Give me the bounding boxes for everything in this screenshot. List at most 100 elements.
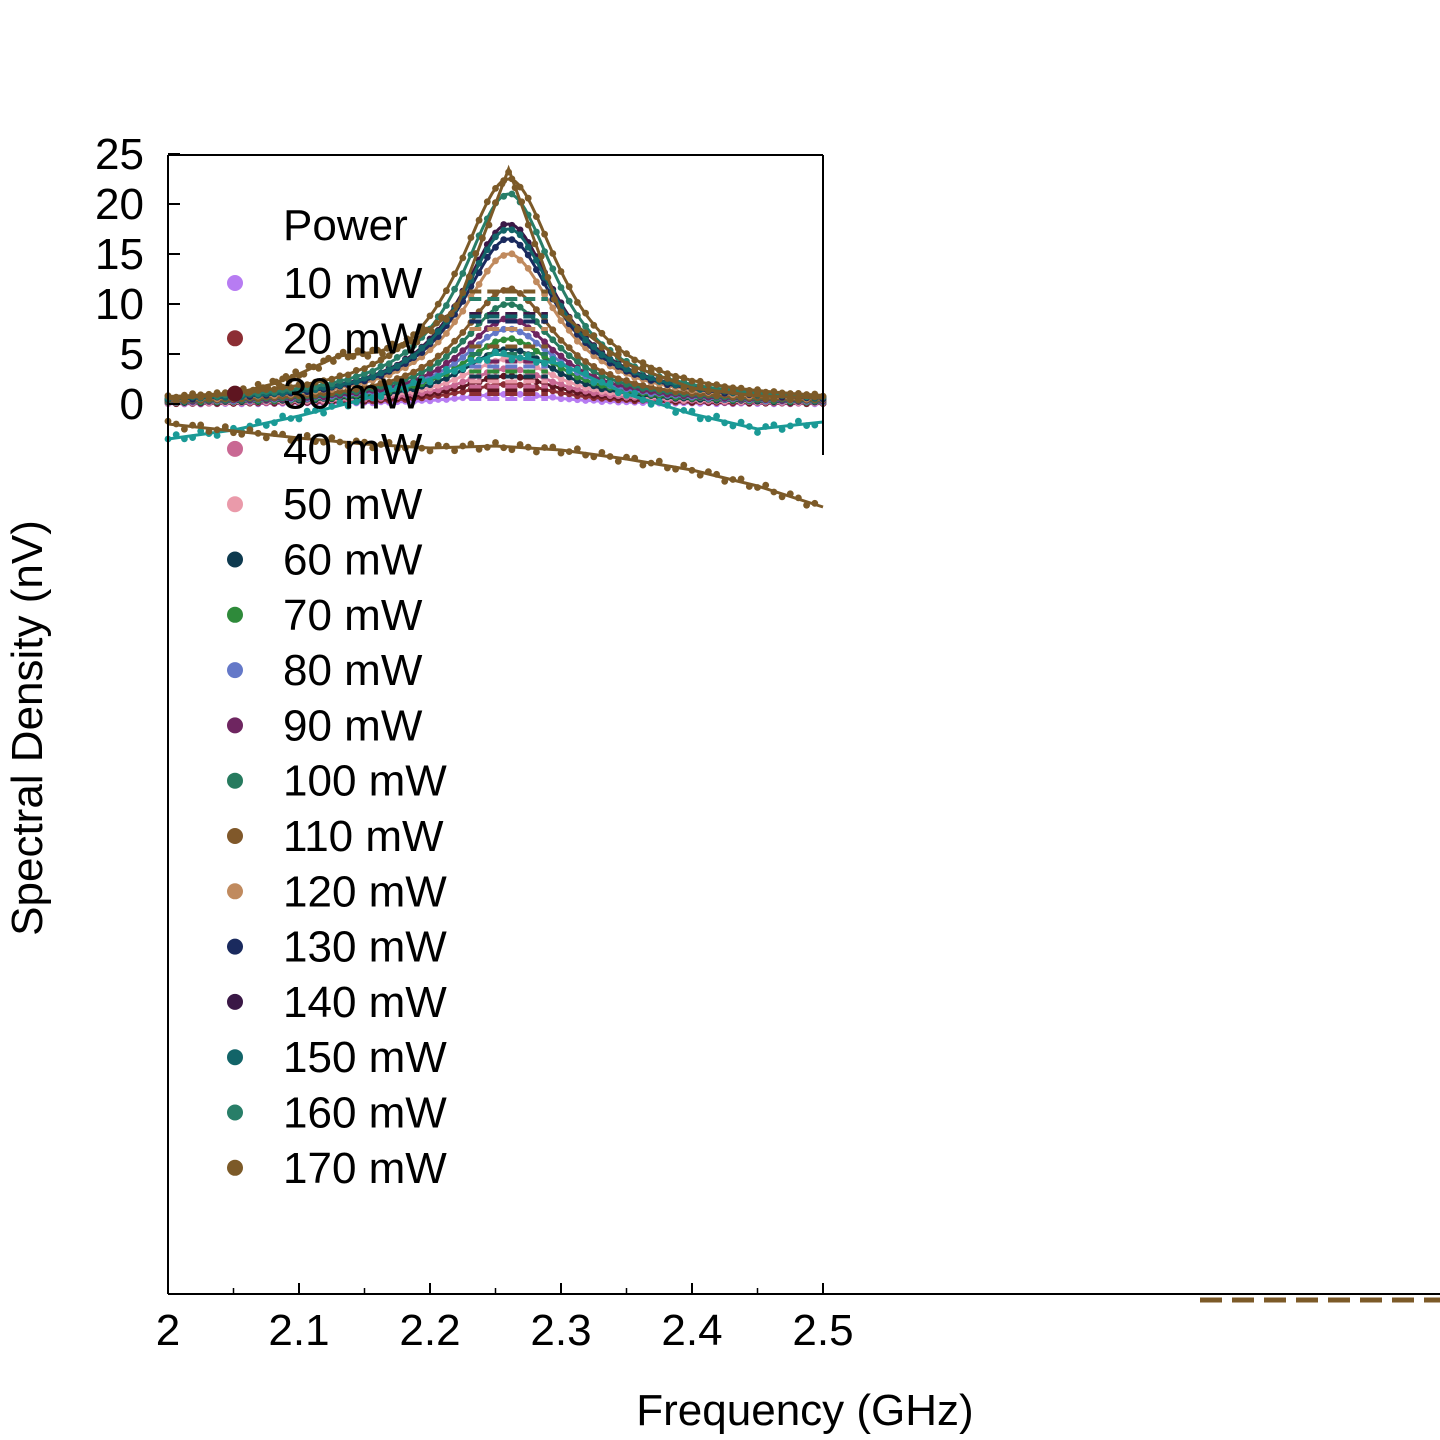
legend-label: 20 mW	[283, 314, 423, 363]
extra-data-point	[443, 365, 450, 373]
data-point	[639, 373, 647, 380]
data-point	[459, 383, 467, 391]
data-point	[533, 213, 540, 221]
y-tick-label: 20	[95, 180, 144, 229]
legend-label: 150 mW	[283, 1033, 447, 1082]
data-point	[475, 259, 483, 267]
data-point	[483, 299, 491, 307]
data-point	[385, 366, 393, 374]
extra-data-point	[803, 501, 810, 509]
extra-data-point	[606, 350, 614, 357]
data-point	[492, 338, 499, 346]
extra-data-point	[312, 407, 319, 414]
extra-data-point	[680, 461, 688, 469]
data-point	[451, 285, 458, 293]
extra-data-point	[344, 442, 352, 450]
extra-data-point	[614, 389, 622, 397]
data-point	[451, 395, 458, 402]
data-point	[451, 337, 458, 345]
data-point	[271, 386, 278, 393]
extra-data-point	[369, 394, 377, 402]
legend-item: 160 mW	[227, 1089, 447, 1138]
legend-item: 110 mW	[227, 812, 444, 861]
legend: Power 10 mW 20 mW 30 mW 40 mW 50 mW 60 mW 70 m…	[227, 201, 447, 1193]
legend-marker	[227, 662, 243, 679]
data-point	[565, 395, 573, 403]
extra-data-point	[433, 319, 440, 327]
data-point	[500, 301, 508, 308]
extra-data-point	[647, 367, 655, 375]
extra-data-point	[485, 221, 493, 229]
data-point	[492, 257, 499, 265]
extra-data-point	[754, 484, 761, 491]
data-point	[500, 226, 508, 234]
y-tick-label: 0	[120, 380, 144, 429]
legend-item: 100 mW	[227, 757, 447, 806]
data-point	[549, 304, 557, 312]
data-point	[443, 359, 450, 367]
extra-data-point	[249, 386, 257, 394]
extra-data-point	[721, 478, 729, 485]
extra-data-point	[639, 396, 647, 404]
extra-data-point	[287, 415, 295, 422]
data-point	[533, 278, 540, 286]
legend-marker	[227, 551, 243, 568]
data-point	[385, 360, 393, 368]
extra-data-point	[262, 422, 270, 429]
extra-data-point	[465, 273, 473, 281]
data-point	[483, 267, 491, 275]
data-point	[524, 332, 532, 340]
extra-data-point	[418, 375, 426, 383]
data-point	[524, 243, 532, 251]
extra-data-point	[598, 378, 606, 386]
extra-data-point	[762, 423, 770, 430]
extra-data-point	[475, 445, 483, 453]
extra-data-point	[533, 448, 540, 456]
data-point	[443, 353, 450, 360]
extra-data-point	[492, 348, 499, 356]
extra-data-point	[631, 389, 639, 397]
extra-data-point	[770, 488, 778, 496]
extra-data-point	[688, 466, 696, 474]
data-point	[565, 297, 573, 305]
extra-data-point	[811, 421, 819, 429]
y-tick-label: 25	[95, 130, 144, 179]
data-point	[418, 323, 426, 331]
data-point	[434, 300, 442, 308]
legend-item: 40 mW	[227, 425, 423, 474]
y-axis-label: Spectral Density (nV)	[3, 520, 52, 936]
data-point	[434, 338, 442, 346]
data-point	[549, 326, 557, 334]
extra-data-point	[778, 389, 786, 397]
extra-data-point	[582, 451, 589, 459]
data-point	[443, 330, 450, 337]
data-point	[549, 346, 557, 354]
extra-data-point	[672, 409, 679, 416]
data-point	[565, 352, 573, 360]
extra-data-point	[361, 438, 368, 446]
data-point	[451, 359, 458, 367]
extra-data-point	[459, 442, 467, 450]
extra-data-point	[275, 381, 283, 389]
data-point	[631, 356, 639, 364]
legend-item: 120 mW	[227, 867, 447, 916]
extra-data-point	[295, 434, 303, 442]
data-point	[516, 318, 524, 326]
extra-data-point	[254, 380, 262, 388]
extra-data-point	[393, 445, 401, 452]
data-point	[508, 226, 516, 234]
data-point	[492, 244, 499, 251]
extra-data-point	[352, 398, 360, 406]
extra-data-point	[330, 358, 337, 365]
data-point	[467, 330, 475, 337]
data-point	[582, 336, 589, 344]
data-point	[557, 337, 565, 344]
extra-data-point	[598, 344, 606, 351]
data-point	[565, 344, 573, 351]
extra-data-point	[737, 394, 745, 401]
extra-data-point	[254, 429, 262, 437]
data-point	[500, 221, 508, 228]
extra-data-point	[361, 392, 368, 399]
data-point	[451, 318, 458, 326]
extra-data-point	[729, 476, 737, 483]
